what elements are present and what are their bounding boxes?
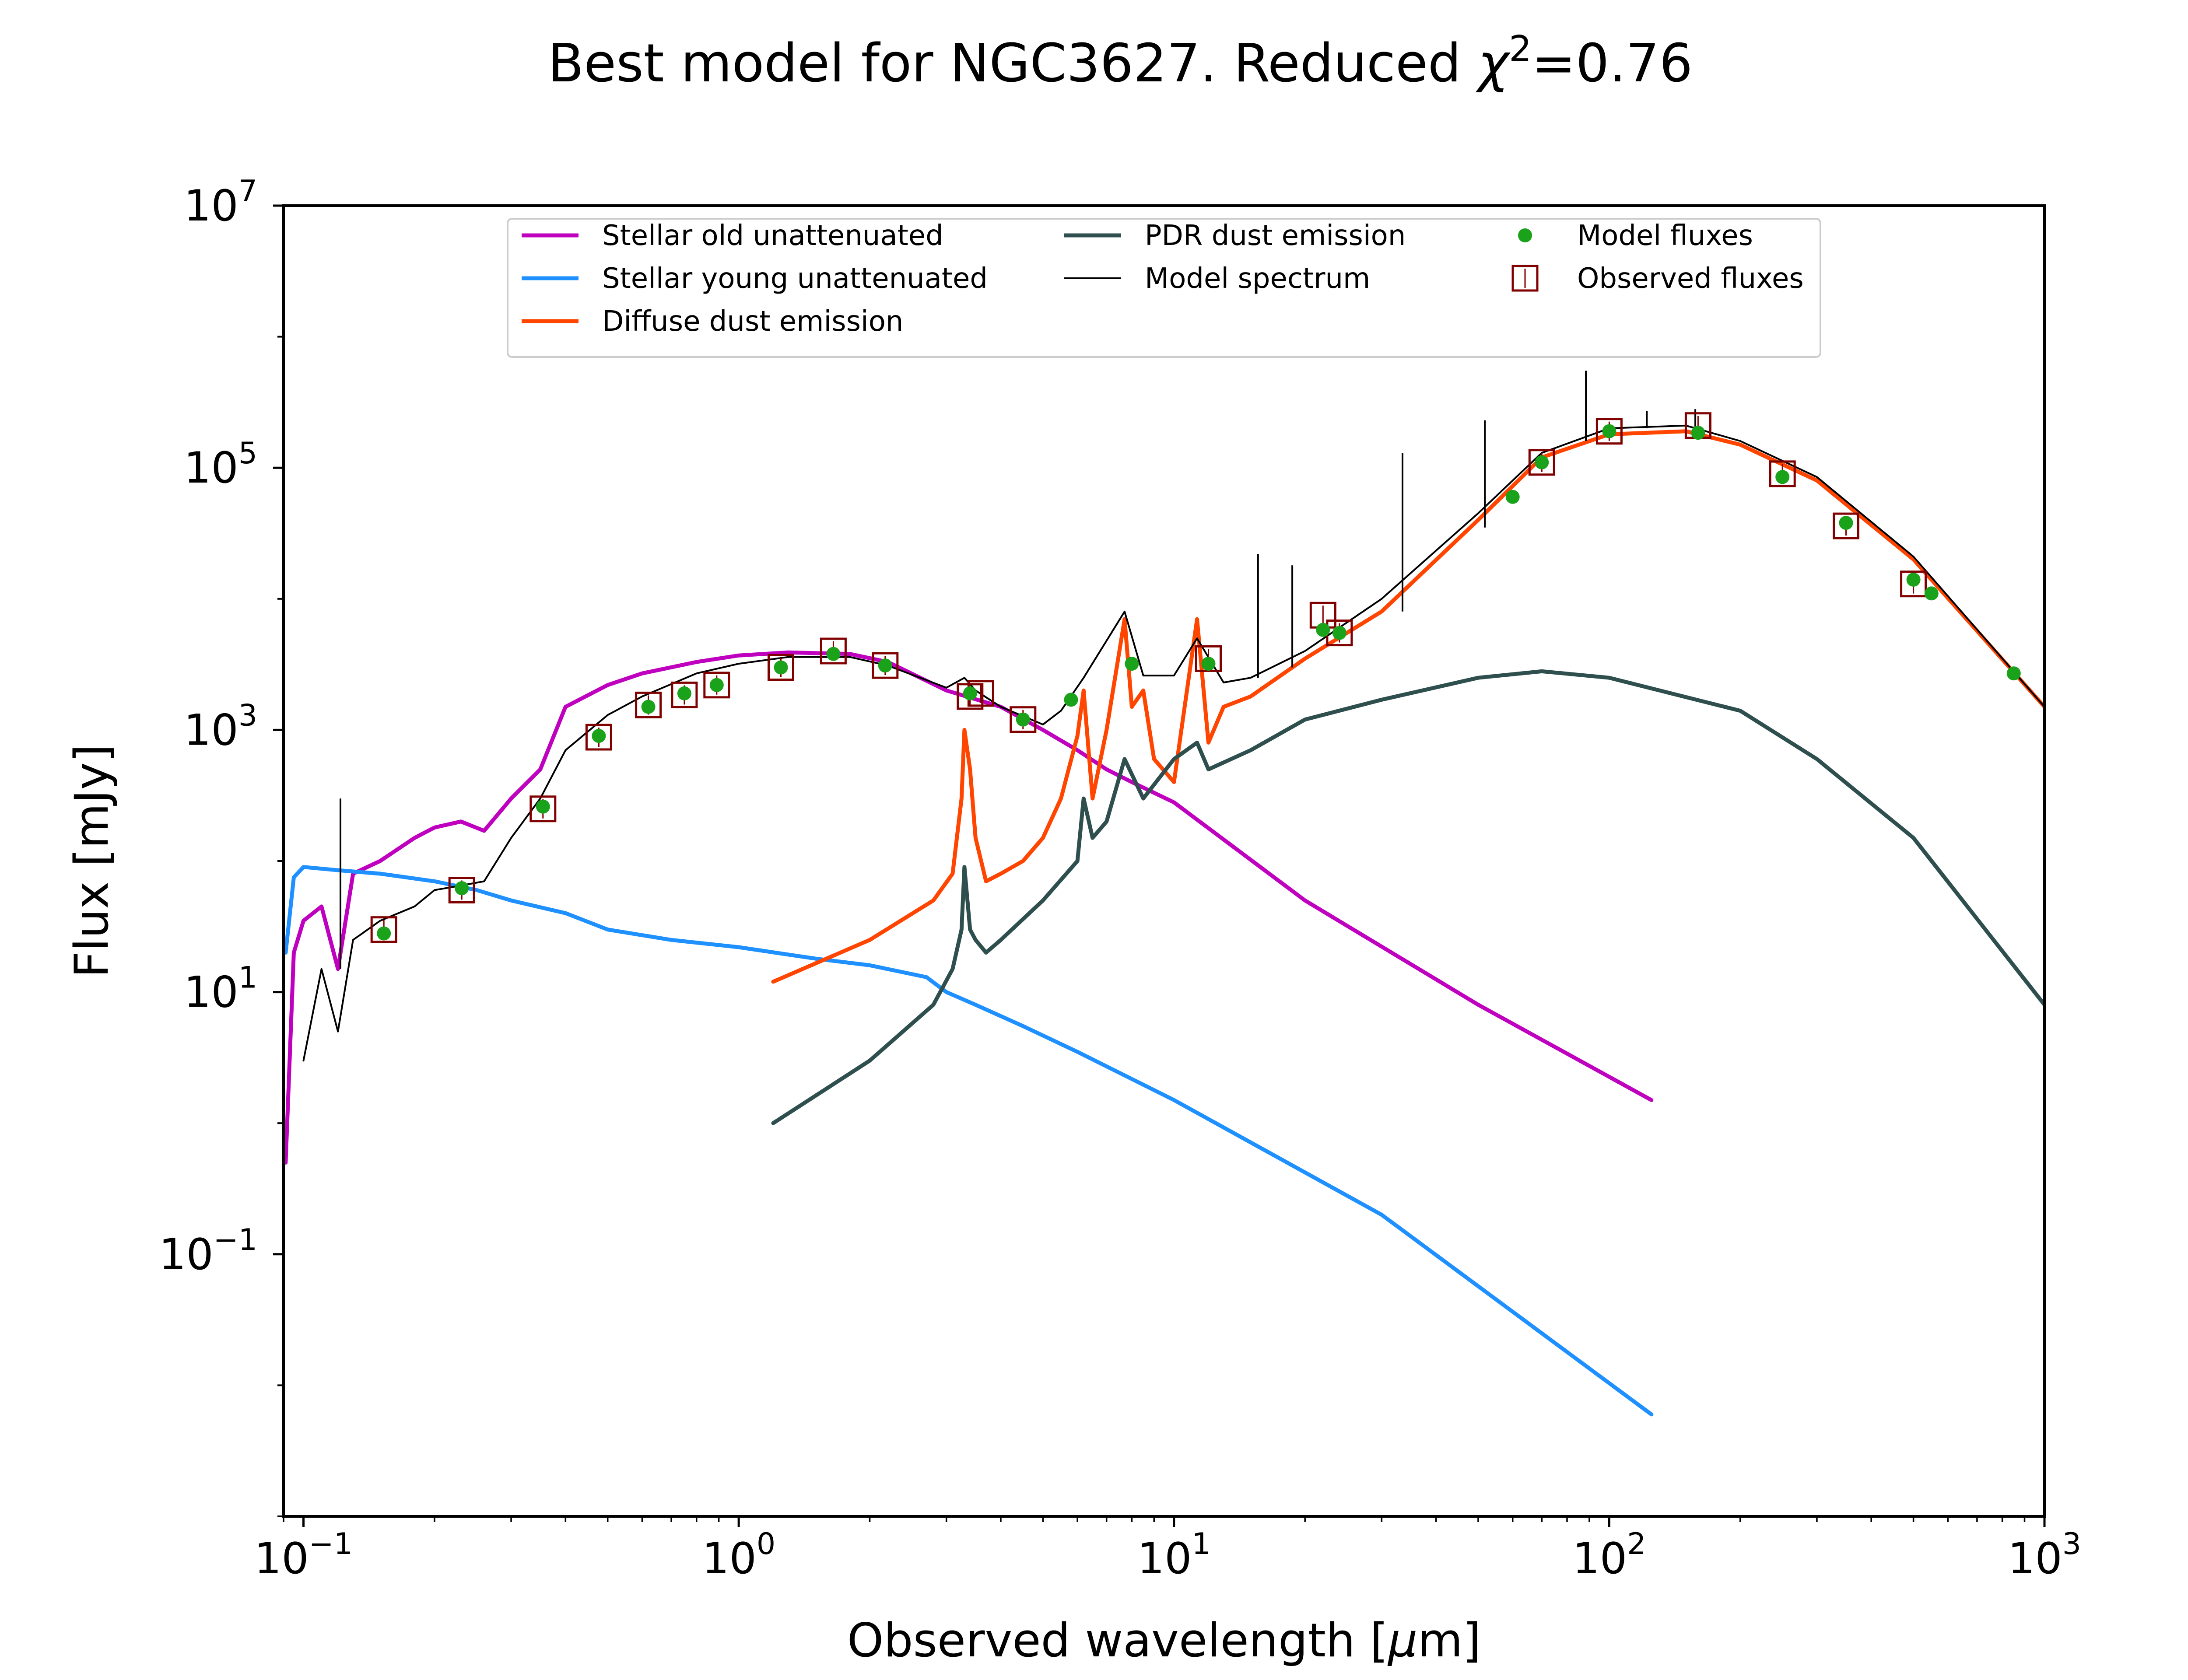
legend-observed-fluxes-swatch <box>1511 265 1539 292</box>
observed-flux-marker <box>820 637 847 665</box>
model-flux-point <box>1535 455 1549 469</box>
observed-flux-marker <box>1833 512 1859 539</box>
model-flux-point <box>641 700 656 714</box>
model-flux-point <box>1775 470 1790 484</box>
observed-flux-marker <box>370 916 397 943</box>
model-flux-point <box>1016 712 1030 727</box>
legend-model-fluxes-swatch <box>1518 228 1532 242</box>
observed-flux-marker <box>1595 418 1623 445</box>
y-tick-label: 105 <box>184 436 257 493</box>
x-tick-label: 102 <box>1572 1527 1646 1584</box>
model-flux-point <box>1201 657 1216 671</box>
model-flux-point <box>826 647 841 661</box>
model-flux-point <box>709 678 724 692</box>
legend-model-fluxes-label: Model fluxes <box>1577 220 1753 252</box>
y-tick-label: 101 <box>184 961 257 1018</box>
model-flux-point <box>1316 623 1330 637</box>
legend-stellar-young-unattenuated-label: Stellar young unattenuated <box>602 262 988 295</box>
observed-flux-marker <box>768 654 794 681</box>
observed-flux-marker <box>1769 460 1796 487</box>
model-flux-point <box>1125 657 1139 671</box>
legend-pdr-dust-emission-label: PDR dust emission <box>1145 220 1406 252</box>
observed-flux-marker <box>635 691 662 718</box>
y-tick-label: 10−1 <box>159 1223 257 1280</box>
model-flux-point <box>1924 586 1939 601</box>
observed-flux-marker <box>529 795 557 822</box>
model-flux-point <box>1505 490 1520 504</box>
observed-flux-marker <box>1528 449 1555 476</box>
y-tick-label: 103 <box>184 698 257 755</box>
model-flux-point <box>1906 573 1921 587</box>
observed-flux-marker <box>671 681 698 708</box>
x-tick-label: 103 <box>2008 1527 2081 1584</box>
observed-flux-marker <box>585 724 612 751</box>
markers-layer <box>370 412 2021 943</box>
observed-flux-marker <box>703 672 730 699</box>
model-flux-point <box>774 660 788 675</box>
series-line-pdr-dust-emission <box>771 669 2044 1125</box>
model-flux-point <box>1332 626 1346 640</box>
observed-flux-marker <box>1195 645 1222 672</box>
y-axis: 10−1 101 103 105 107 <box>159 174 284 1517</box>
legend-box <box>507 218 1821 358</box>
model-flux-point <box>1691 426 1705 440</box>
y-tick-label: 107 <box>184 174 257 231</box>
legend: Stellar old unattenuated Stellar young un… <box>507 218 1821 358</box>
model-flux-point <box>1839 516 1853 530</box>
observed-flux-marker <box>957 683 984 710</box>
model-flux-point <box>963 686 977 700</box>
model-flux-point <box>455 881 469 896</box>
x-tick-label: 100 <box>702 1527 775 1584</box>
model-flux-point <box>1064 693 1078 707</box>
observed-flux-marker <box>448 877 475 903</box>
model-flux-point <box>677 686 691 700</box>
x-axis-label: Observed wavelength [μm] <box>847 1614 1481 1667</box>
model-flux-point <box>878 658 892 673</box>
chart-title: Best model for NGC3627. Reduced χ2=0.76 <box>548 28 1693 94</box>
observed-flux-marker <box>872 652 899 679</box>
legend-model-spectrum-label: Model spectrum <box>1145 262 1370 295</box>
observed-flux-marker <box>1900 570 1927 598</box>
legend-observed-fluxes-label: Observed fluxes <box>1577 262 1804 295</box>
series-line-stellar-old-unattenuated <box>284 650 1654 1165</box>
model-flux-point <box>2006 666 2021 681</box>
x-tick-label: 10−1 <box>254 1527 353 1584</box>
model-flux-point <box>1602 424 1616 438</box>
series-line-stellar-young-unattenuated <box>284 865 1654 1417</box>
model-flux-point <box>592 729 606 743</box>
y-axis-label: Flux [mJy] <box>65 744 119 978</box>
legend-stellar-old-unattenuated-label: Stellar old unattenuated <box>602 220 943 252</box>
legend-diffuse-dust-emission-label: Diffuse dust emission <box>602 305 903 338</box>
model-flux-point <box>536 799 550 814</box>
x-axis: 10−1 100 101 102 103 <box>254 1516 2081 1584</box>
observed-flux-marker <box>1010 706 1037 733</box>
model-flux-point <box>377 926 391 941</box>
x-tick-label: 101 <box>1137 1527 1211 1584</box>
